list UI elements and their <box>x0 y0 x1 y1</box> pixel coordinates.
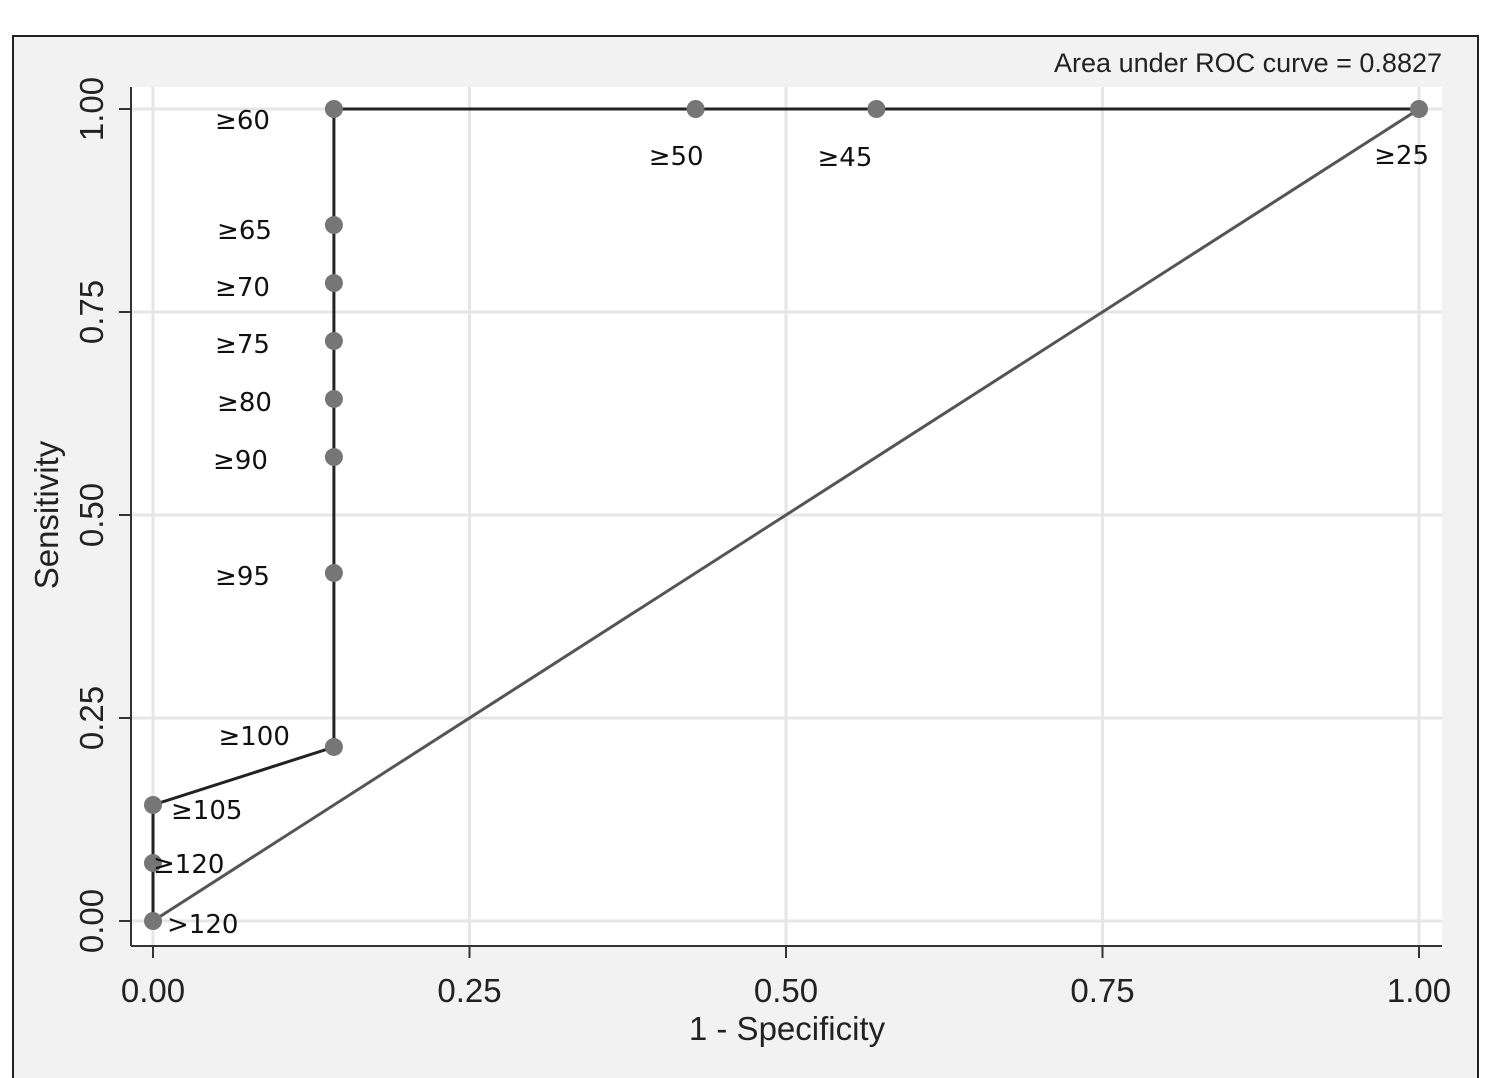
roc-point <box>1410 100 1428 118</box>
y-tick-label: 0.50 <box>73 483 110 547</box>
roc-point <box>324 737 343 756</box>
y-tick-label: 0.75 <box>73 280 110 344</box>
roc-point <box>686 100 705 118</box>
point-label: ≥100 <box>218 722 289 752</box>
roc-point <box>324 563 343 582</box>
point-label: ≥25 <box>1374 141 1429 171</box>
x-tick-label: 0.50 <box>754 972 818 1009</box>
y-tick-label: 0.00 <box>73 889 110 953</box>
roc-point <box>144 912 162 930</box>
point-label: ≥120 <box>153 850 224 880</box>
point-label: ≥70 <box>215 273 270 303</box>
x-tick-label: 1.00 <box>1387 972 1451 1009</box>
point-labels-group: >120 ≥120 ≥105 ≥100 ≥95 ≥90 ≥80 ≥75 ≥70 ≥65 ≥60 ≥50… <box>153 106 1429 940</box>
y-axis-title: Sensitivity <box>28 440 65 589</box>
point-label: ≥105 <box>171 796 242 826</box>
roc-point <box>324 331 343 350</box>
roc-point <box>324 100 343 118</box>
axes: 0.00 0.25 0.50 0.75 1.00 0.00 0.25 0.50 0.75 1.00 <box>73 77 1451 1009</box>
roc-points-group <box>144 100 1428 930</box>
roc-point <box>324 274 343 293</box>
point-label: ≥45 <box>818 143 873 173</box>
point-label: ≥60 <box>215 106 270 136</box>
point-label: >120 <box>167 910 238 940</box>
x-tick-label: 0.00 <box>121 972 185 1009</box>
reference-line <box>152 107 1420 923</box>
reference-line-group <box>152 107 1420 923</box>
y-tick-label: 0.25 <box>73 686 110 750</box>
point-label: ≥80 <box>217 388 272 418</box>
auc-note: Area under ROC curve = 0.8827 <box>1054 48 1442 78</box>
roc-point <box>867 100 886 118</box>
point-label: ≥65 <box>217 216 272 246</box>
point-label: ≥50 <box>649 142 704 172</box>
x-tick-label: 0.75 <box>1070 972 1134 1009</box>
roc-point <box>144 795 162 814</box>
roc-point <box>324 448 343 467</box>
roc-point <box>324 389 343 408</box>
point-label: ≥90 <box>213 446 268 476</box>
point-label: ≥75 <box>215 330 270 360</box>
roc-curve-line <box>151 107 1419 921</box>
x-tick-label: 0.25 <box>437 972 501 1009</box>
roc-point <box>324 216 343 235</box>
roc-curve-group <box>151 107 1419 921</box>
roc-point <box>144 854 162 873</box>
x-axis-title: 1 - Specificity <box>689 1010 886 1047</box>
point-label: ≥95 <box>215 562 270 592</box>
y-tick-label: 1.00 <box>73 77 110 141</box>
